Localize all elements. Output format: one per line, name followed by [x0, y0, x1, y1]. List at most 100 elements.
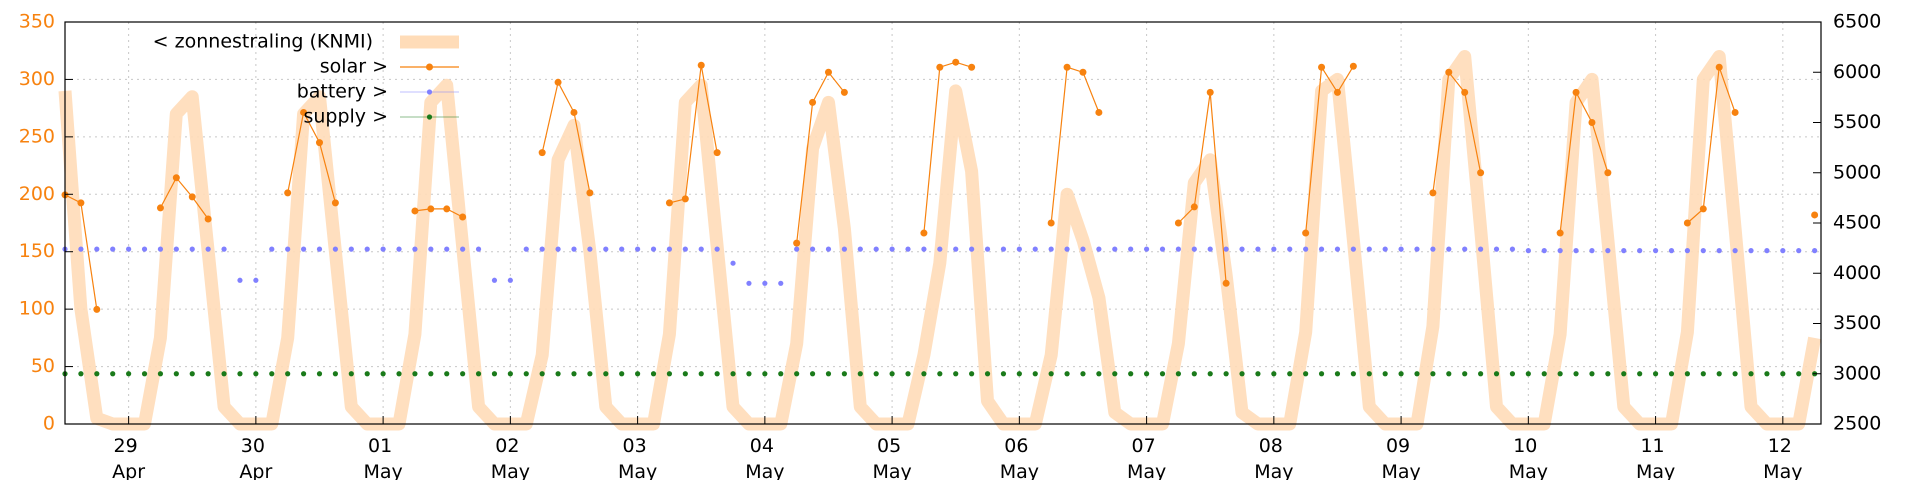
x-tick-label: 07 May [1127, 435, 1166, 480]
series-point [1430, 246, 1436, 252]
x-tick-label-line: May [1381, 461, 1420, 480]
series-point [427, 205, 435, 213]
series-point [778, 371, 784, 377]
series-point [698, 371, 704, 377]
series-point [1271, 246, 1277, 252]
series-point [953, 371, 959, 377]
series-point [1159, 246, 1166, 252]
series-point [1271, 371, 1277, 377]
series-point [968, 63, 976, 71]
series-point [841, 246, 847, 252]
series-point [681, 195, 689, 203]
legend-label: < zonnestraling (KNMI) [153, 31, 373, 53]
series-point [1445, 68, 1453, 76]
series-point [1000, 246, 1007, 252]
series-point [730, 371, 736, 377]
series-point [1716, 248, 1722, 254]
series-point [1047, 219, 1055, 227]
x-tick-label-line: May [1636, 461, 1675, 480]
y-tick-label: 50 [31, 355, 55, 377]
series-point [554, 78, 562, 86]
series-point [1748, 248, 1754, 254]
series-point [189, 246, 195, 252]
series-point [300, 246, 307, 252]
x-tick-label-line: Apr [112, 461, 145, 480]
series-point [1239, 371, 1245, 377]
series-point [1796, 371, 1802, 377]
series-point [1000, 371, 1007, 377]
series-point [237, 277, 243, 283]
series-point [635, 246, 641, 252]
series-point [1780, 371, 1786, 377]
series-point [889, 246, 895, 252]
x-tick-label-line: 01 [368, 435, 398, 457]
series-point [1096, 371, 1102, 377]
y2-tick-label: 5500 [1833, 111, 1881, 133]
series-point [110, 246, 116, 252]
series-point [714, 246, 720, 252]
series-point [1350, 371, 1356, 377]
series-point [936, 63, 944, 71]
series-point [539, 371, 545, 377]
series-point [396, 371, 402, 377]
series-point [1429, 189, 1437, 197]
series-point [331, 199, 339, 207]
series-point [1683, 219, 1691, 227]
x-tick-label: 29 Apr [112, 435, 145, 480]
series-point [412, 246, 418, 252]
series-point [269, 371, 275, 377]
x-tick-label-line: May [1000, 461, 1039, 480]
series-point [762, 280, 768, 286]
legend-point [426, 114, 433, 120]
series-point [1588, 119, 1596, 126]
x-tick-label: 05 May [872, 435, 911, 480]
series-point [1080, 371, 1086, 377]
series-point [1382, 371, 1388, 377]
x-tick-label-line: 08 [1259, 435, 1289, 457]
series-point [1572, 88, 1580, 96]
series-point [284, 189, 292, 197]
series-point [969, 371, 975, 377]
series-point [1350, 246, 1356, 252]
x-tick-label-line: 06 [1004, 435, 1034, 457]
series-point [1541, 248, 1547, 254]
series-point [1128, 371, 1134, 377]
series-point [348, 371, 354, 377]
series-point [1621, 248, 1627, 254]
series-point [1016, 246, 1022, 252]
series-point [1605, 248, 1611, 254]
series-point [380, 246, 386, 252]
series-point [825, 246, 832, 252]
series-point [1478, 246, 1484, 252]
series-point [253, 371, 259, 377]
series-point [1191, 246, 1197, 252]
series-point [635, 371, 641, 377]
series-point [746, 371, 752, 377]
series-point [1541, 371, 1547, 377]
series-point [1684, 248, 1690, 254]
series-point [173, 246, 179, 252]
series-point [285, 246, 291, 252]
series-point [1159, 371, 1166, 377]
series-point [905, 246, 911, 252]
series-point [157, 246, 164, 252]
series-point [1255, 246, 1261, 252]
series-point [1796, 248, 1802, 254]
series-point [1096, 246, 1102, 252]
series-point [714, 371, 720, 377]
series-point [538, 149, 546, 157]
series-point [1715, 63, 1723, 71]
series-point [1143, 246, 1150, 252]
series-point [825, 371, 832, 377]
series-point [619, 246, 625, 252]
series-point [1525, 371, 1531, 377]
series-point [1398, 371, 1404, 377]
series-point [603, 371, 609, 377]
x-tick-label: 01 May [363, 435, 402, 480]
series-point [1048, 246, 1054, 252]
series-point [1462, 371, 1468, 377]
series-point [1811, 211, 1819, 219]
x-tick-label-line: 29 [114, 435, 144, 457]
series-point [221, 371, 227, 377]
series-point [1556, 229, 1564, 237]
